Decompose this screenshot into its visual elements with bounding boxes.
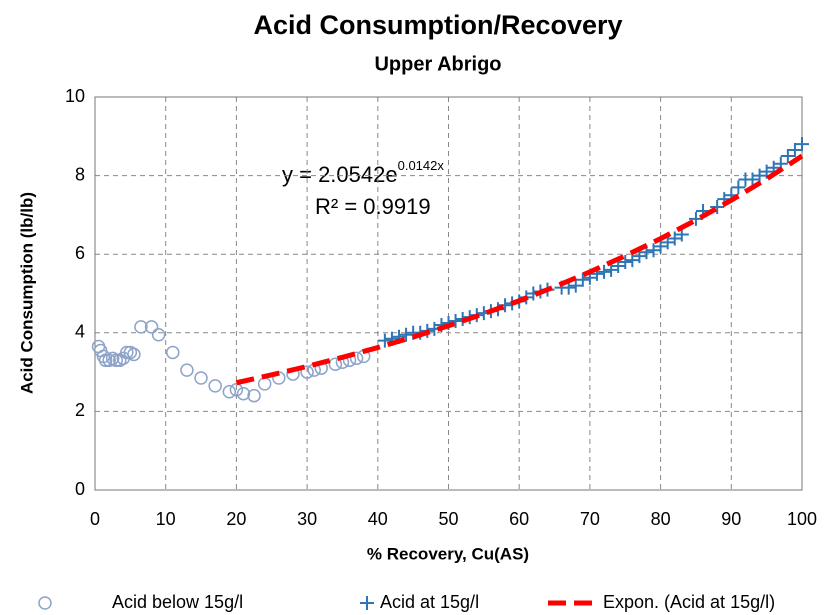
point [257,377,272,391]
point [151,328,166,342]
point [109,353,123,368]
point [166,345,180,360]
point [144,320,159,334]
point [194,371,208,385]
legend-swatch [360,596,374,610]
point [399,327,414,342]
x-tick-label: 40 [368,509,388,529]
point [752,168,767,183]
point [222,385,237,399]
x-tick-label: 100 [787,509,817,529]
x-tick-label: 70 [580,509,600,529]
equation-exponent: 0.0142x [398,158,445,173]
point [597,264,612,279]
point [667,231,682,246]
point [688,211,703,226]
point [300,365,314,379]
legend-label: Acid below 15g/l [112,592,243,612]
point [660,235,675,250]
y-axis-label: Acid Consumption (lb/lb) [17,192,36,394]
equation-base: y = 2.0542e [282,162,398,187]
point [208,379,222,393]
x-tick-label: 90 [721,509,741,529]
point [349,351,364,366]
point [328,357,343,371]
legend-label: Expon. (Acid at 15g/l) [603,592,775,612]
x-axis-label: % Recovery, Cu(AS) [367,544,529,563]
point [448,314,463,329]
x-tick-label: 20 [226,509,246,529]
x-tick-label: 60 [509,509,529,529]
r-squared: R² = 0.9919 [315,194,431,219]
point [134,320,148,334]
point [575,272,590,287]
point [236,386,251,401]
y-tick-label: 2 [75,400,85,420]
x-tick-label: 0 [90,509,100,529]
point [710,200,725,215]
plot-frame [94,96,803,491]
y-tick-label: 6 [75,243,85,263]
point [625,253,640,268]
legend-label: Acid at 15g/l [380,592,479,612]
x-tick-label: 30 [297,509,317,529]
point [745,172,760,187]
point [377,333,392,348]
legend-swatch [38,596,52,610]
point [780,148,795,163]
y-tick-label: 4 [75,322,85,342]
y-tick-label: 0 [75,479,85,499]
x-tick-label: 50 [438,509,458,529]
point [127,347,141,362]
point [247,388,261,403]
equation: y = 2.0542e0.0142x [282,158,444,186]
point [646,243,661,258]
x-tick-label: 80 [651,509,671,529]
chart-title: Acid Consumption/Recovery [253,10,622,40]
point [568,278,583,293]
point [618,255,633,270]
point [604,262,619,277]
point [653,239,668,254]
y-tick-label: 8 [75,164,85,184]
point [180,363,194,377]
x-tick-label: 10 [156,509,176,529]
chart-subtitle: Upper Abrigo [374,53,501,75]
point [120,345,134,360]
trendline [235,153,804,386]
point [787,143,802,158]
point [731,180,746,195]
point [795,137,809,152]
point [98,353,113,368]
y-tick-label: 10 [65,86,85,106]
point [229,383,244,397]
